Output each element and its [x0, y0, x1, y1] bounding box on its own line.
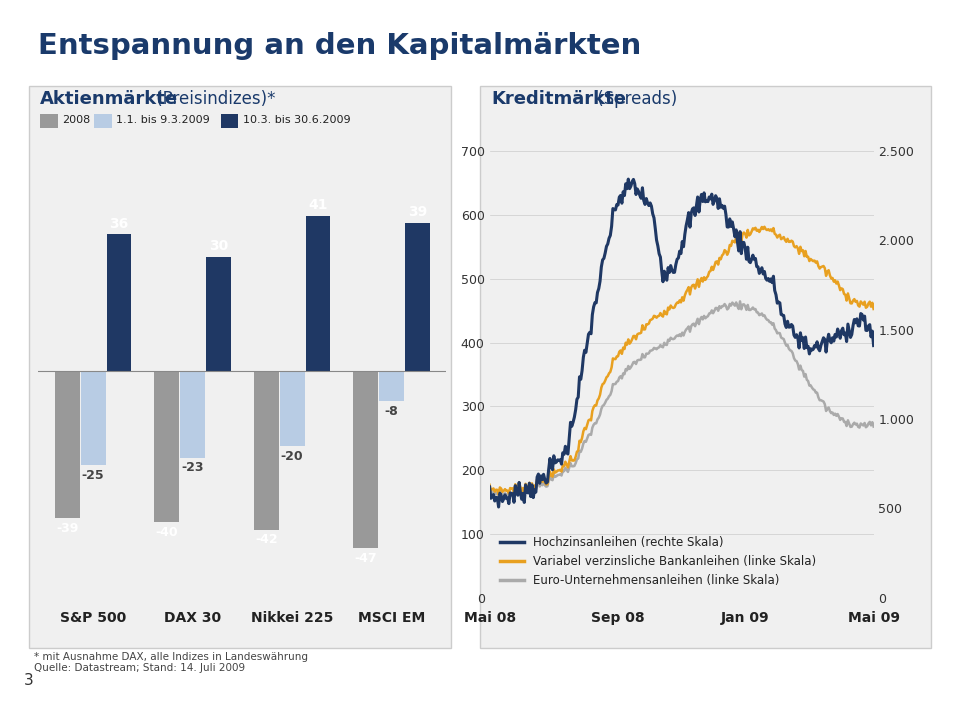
Text: -23: -23: [181, 462, 204, 474]
Legend: Hochzinsanleihen (rechte Skala), Variabel verzinsliche Bankanleihen (linke Skala: Hochzinsanleihen (rechte Skala), Variabe…: [495, 531, 821, 592]
Text: 2008: 2008: [62, 115, 90, 125]
Text: (Preisindizes)*: (Preisindizes)*: [151, 90, 276, 108]
Text: -47: -47: [354, 552, 377, 565]
Text: -8: -8: [385, 405, 398, 418]
Text: * mit Ausnahme DAX, alle Indizes in Landeswährung
Quelle: Datastream; Stand: 14.: * mit Ausnahme DAX, alle Indizes in Land…: [34, 652, 307, 673]
Text: Kreditmärkte: Kreditmärkte: [492, 90, 627, 108]
Bar: [353, 371, 378, 549]
Bar: [405, 223, 430, 371]
Text: 30: 30: [209, 239, 228, 253]
Text: Entspannung an den Kapitalmärkten: Entspannung an den Kapitalmärkten: [38, 32, 641, 60]
Text: -20: -20: [281, 450, 303, 463]
Text: 41: 41: [308, 198, 327, 212]
Text: 36: 36: [109, 217, 129, 230]
Bar: [155, 371, 180, 522]
Bar: [379, 371, 404, 401]
Bar: [279, 371, 304, 446]
Bar: [206, 257, 231, 371]
Bar: [55, 371, 80, 518]
Bar: [253, 371, 278, 529]
Text: (Spreads): (Spreads): [592, 90, 678, 108]
Text: -42: -42: [255, 534, 277, 546]
Text: -25: -25: [82, 469, 105, 482]
Text: 39: 39: [408, 205, 427, 220]
Text: 10.3. bis 30.6.2009: 10.3. bis 30.6.2009: [243, 115, 350, 125]
Text: -39: -39: [56, 522, 79, 535]
Bar: [180, 371, 205, 458]
Bar: [305, 215, 330, 371]
Text: -40: -40: [156, 526, 179, 539]
Text: Aktienmärkte: Aktienmärkte: [40, 90, 179, 108]
Bar: [81, 371, 106, 465]
Bar: [107, 235, 132, 371]
Text: 3: 3: [24, 672, 34, 688]
Text: 1.1. bis 9.3.2009: 1.1. bis 9.3.2009: [116, 115, 210, 125]
